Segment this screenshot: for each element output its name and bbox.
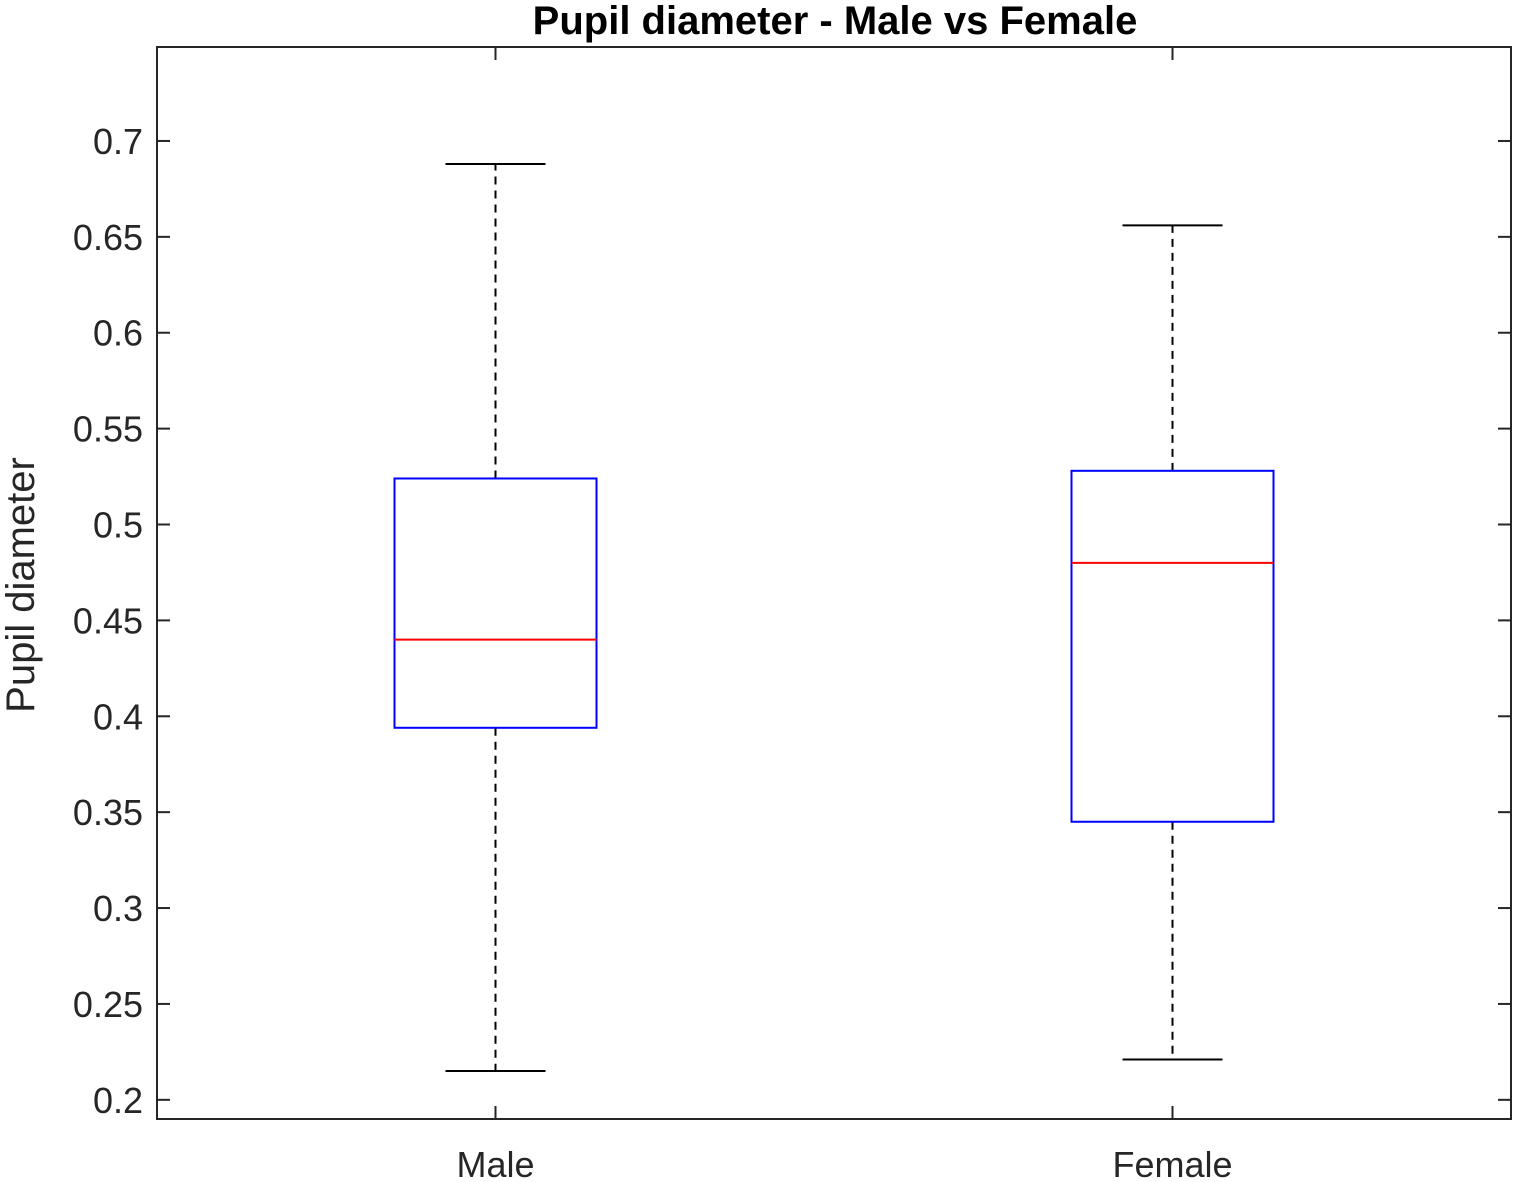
y-tick-label: 0.4 (93, 696, 143, 737)
y-tick-label: 0.45 (73, 600, 143, 641)
x-axis: Male Female (456, 47, 1233, 1182)
y-tick-label: 0.2 (93, 1080, 143, 1121)
y-tick-label: 0.25 (73, 984, 143, 1025)
plot-area-frame (156, 46, 1512, 1120)
y-axis: 0.2 0.25 0.3 0.35 0.4 0.45 0.5 0.55 0.6 0.65 0.7 (73, 121, 1511, 1121)
box-series (393, 162, 1275, 1073)
y-tick-label: 0.35 (73, 792, 143, 833)
y-tick-label: 0.5 (93, 505, 143, 546)
x-tick-label: Female (1112, 1144, 1232, 1182)
x-tick-label: Male (456, 1144, 534, 1182)
chart-title: Pupil diameter - Male vs Female (533, 0, 1138, 43)
y-tick-label: 0.6 (93, 313, 143, 354)
iqr-box (1070, 469, 1275, 823)
y-axis-label: Pupil diameter (0, 457, 43, 713)
box-male (393, 162, 598, 1073)
iqr-box (393, 477, 598, 729)
box-female (1070, 224, 1275, 1061)
y-tick-label: 0.3 (93, 888, 143, 929)
y-tick-label: 0.55 (73, 409, 143, 450)
y-tick-label: 0.65 (73, 217, 143, 258)
y-tick-label: 0.7 (93, 121, 143, 162)
